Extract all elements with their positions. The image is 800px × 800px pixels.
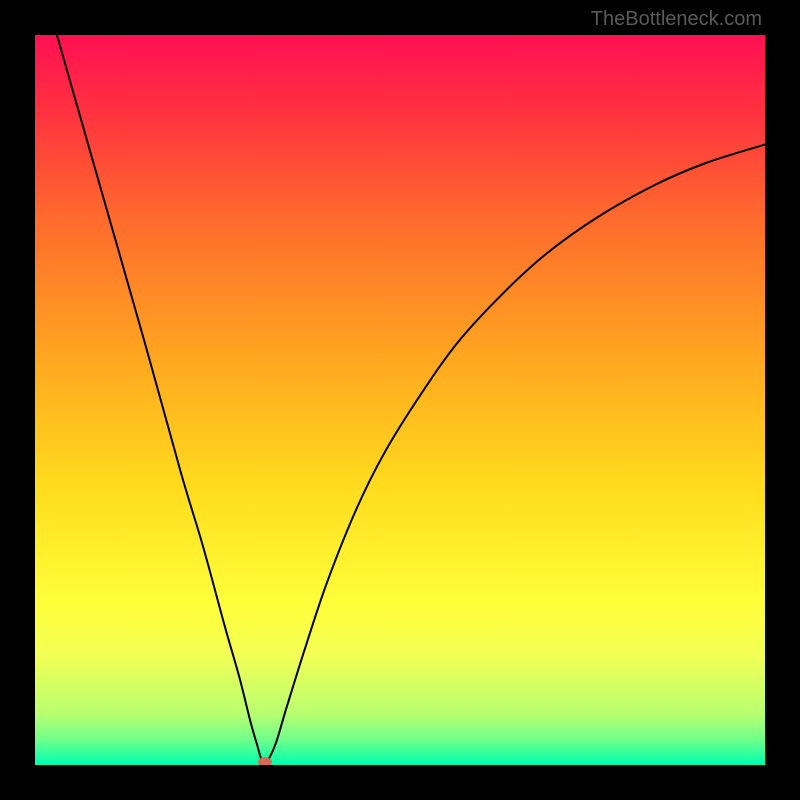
watermark-text: TheBottleneck.com (591, 8, 762, 31)
chart-frame (0, 0, 800, 800)
bottleneck-chart: TheBottleneck.com (0, 0, 800, 800)
watermark-label: TheBottleneck.com (591, 8, 762, 30)
frame-border (0, 0, 800, 800)
